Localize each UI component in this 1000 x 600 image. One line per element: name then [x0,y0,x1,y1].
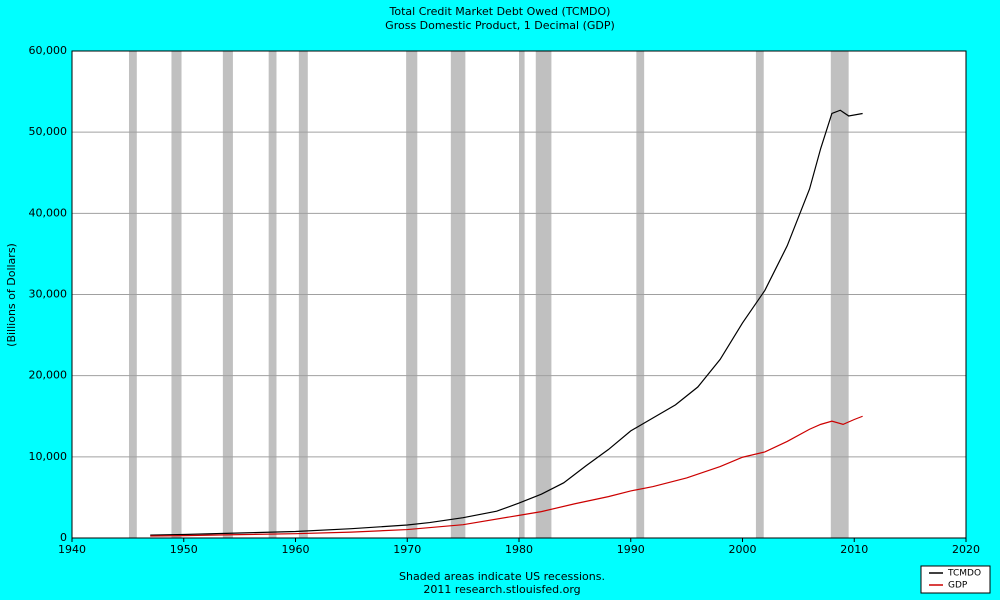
legend-box [920,565,991,594]
y-tick-label: 30,000 [29,288,68,301]
y-tick-label: 0 [60,531,67,544]
source: 2011 research.stlouisfed.org [423,583,580,596]
y-tick-label: 50,000 [29,125,68,138]
x-tick-label: 1950 [170,543,198,556]
x-tick-label: 1980 [505,543,533,556]
plot-frame [71,50,967,539]
x-tick-label: 1990 [617,543,645,556]
legend: TCMDO GDP [920,565,991,594]
x-tick-label: 1970 [393,543,421,556]
x-tick-label: 2020 [952,543,980,556]
y-tick-label: 40,000 [29,206,68,219]
x-tick-label: 2010 [840,543,868,556]
chart-subtitle: Gross Domestic Product, 1 Decimal (GDP) [385,19,615,32]
legend-label: GDP [948,581,968,591]
y-tick-label: 60,000 [29,44,68,57]
series-line [150,415,863,537]
legend-label: TCMDO [947,569,981,579]
y-tick-label: 10,000 [29,450,68,463]
y-axis-label: (Billions of Dollars) [5,243,18,347]
x-tick-label: 1960 [282,543,310,556]
y-tick-label: 20,000 [29,369,68,382]
x-tick-label: 1940 [58,543,86,556]
series-line [150,109,863,536]
x-tick-label: 2000 [729,543,757,556]
note: Shaded areas indicate US recessions. [399,570,605,583]
chart-title: Total Credit Market Debt Owed (TCMDO) [389,5,611,18]
